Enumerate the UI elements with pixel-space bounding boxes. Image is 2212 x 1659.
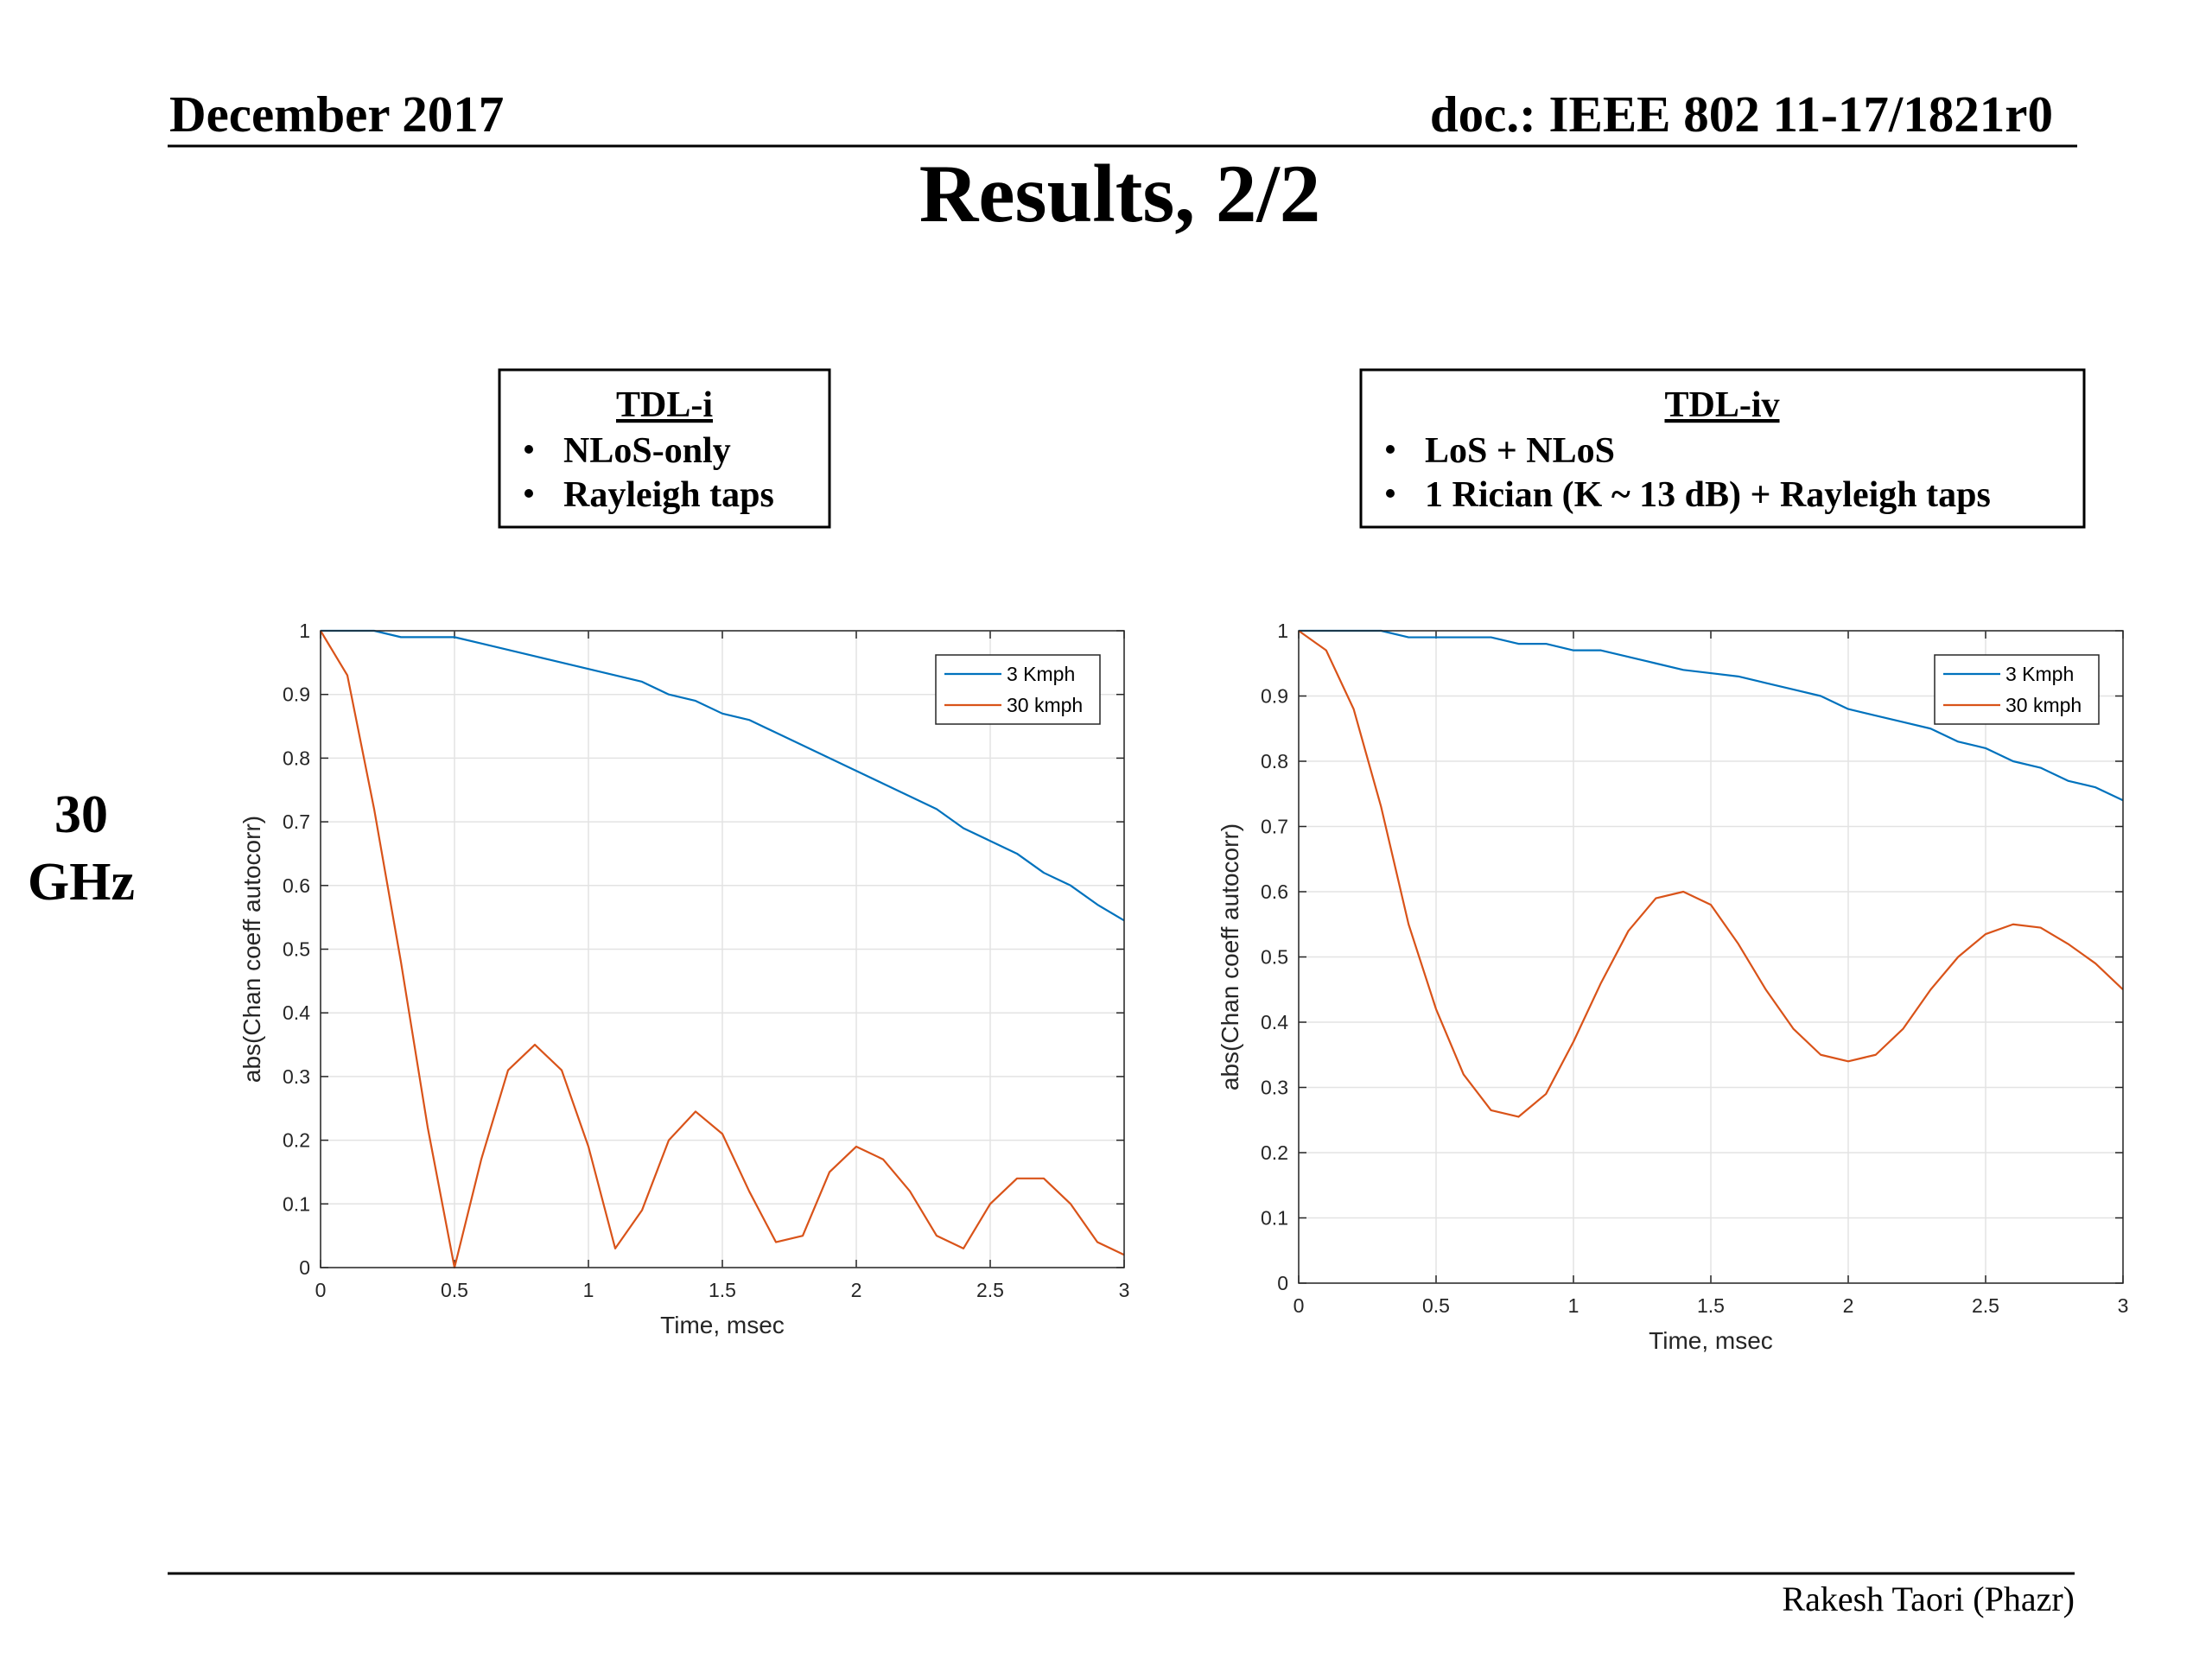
legend-box bbox=[935, 654, 1101, 725]
side-label: 30 bbox=[54, 785, 108, 844]
y-tick-label: 0.8 bbox=[1261, 750, 1288, 772]
x-tick-label: 3 bbox=[1119, 1279, 1130, 1301]
x-tick-label: 2.5 bbox=[1972, 1294, 1999, 1317]
x-tick-label: 2 bbox=[851, 1279, 862, 1301]
x-tick-label: 1 bbox=[583, 1279, 594, 1301]
y-tick-label: 0.9 bbox=[1261, 685, 1288, 708]
bullet bbox=[1386, 489, 1395, 498]
header-date: December 2017 bbox=[169, 86, 504, 143]
side-label: GHz bbox=[28, 853, 135, 912]
legend-label: 3 Kmph bbox=[2005, 663, 2074, 685]
y-tick-label: 0.3 bbox=[1261, 1077, 1288, 1099]
y-tick-label: 0.7 bbox=[1261, 816, 1288, 838]
box-bullet: NLoS-only bbox=[563, 431, 731, 471]
box-bullet: 1 Rician (K ~ 13 dB) + Rayleigh taps bbox=[1425, 475, 1991, 515]
y-axis-label: abs(Chan coeff autocorr) bbox=[1217, 823, 1243, 1090]
legend-label: 30 kmph bbox=[2005, 694, 2082, 716]
slide-title: Results, 2/2 bbox=[919, 148, 1320, 239]
x-tick-label: 1.5 bbox=[1697, 1294, 1725, 1317]
plot-frame bbox=[1298, 630, 2124, 1284]
data-line bbox=[321, 629, 1125, 922]
bullet bbox=[1386, 445, 1395, 454]
bullet bbox=[524, 445, 533, 454]
y-tick-label: 0.5 bbox=[1261, 946, 1288, 969]
y-axis-label: abs(Chan coeff autocorr) bbox=[238, 816, 265, 1083]
x-tick-label: 1.5 bbox=[709, 1279, 736, 1301]
box-bullet: LoS + NLoS bbox=[1425, 431, 1615, 471]
legend-label: 3 Kmph bbox=[1007, 663, 1075, 685]
y-tick-label: 0.6 bbox=[1261, 880, 1288, 903]
legend-label: 30 kmph bbox=[1007, 694, 1083, 716]
box-bullet: Rayleigh taps bbox=[563, 475, 774, 515]
y-tick-label: 0.6 bbox=[283, 874, 310, 897]
x-tick-label: 0 bbox=[1294, 1294, 1305, 1317]
box-title: TDL-iv bbox=[1664, 385, 1779, 425]
y-tick-label: 0.4 bbox=[1261, 1011, 1288, 1033]
bullet bbox=[524, 489, 533, 498]
y-tick-label: 0.8 bbox=[283, 747, 310, 769]
y-tick-label: 0.9 bbox=[283, 683, 310, 706]
box-title: TDL-i bbox=[616, 385, 713, 425]
box bbox=[498, 368, 831, 529]
x-tick-label: 0.5 bbox=[1422, 1294, 1450, 1317]
header-doc: doc.: IEEE 802 11-17/1821r0 bbox=[1430, 86, 2053, 143]
x-tick-label: 2.5 bbox=[976, 1279, 1004, 1301]
y-tick-label: 1 bbox=[299, 620, 310, 642]
y-tick-label: 1 bbox=[1277, 620, 1288, 642]
footer-text: Rakesh Taori (Phazr) bbox=[1782, 1580, 2075, 1618]
x-tick-label: 0.5 bbox=[441, 1279, 468, 1301]
y-tick-label: 0 bbox=[1277, 1272, 1288, 1294]
y-tick-label: 0.4 bbox=[283, 1001, 310, 1024]
y-tick-label: 0.2 bbox=[1261, 1141, 1288, 1164]
y-tick-label: 0.1 bbox=[1261, 1207, 1288, 1230]
x-tick-label: 3 bbox=[2118, 1294, 2129, 1317]
y-tick-label: 0.7 bbox=[283, 810, 310, 833]
x-tick-label: 2 bbox=[1843, 1294, 1854, 1317]
x-axis-label: Time, msec bbox=[660, 1312, 785, 1338]
plot-frame bbox=[320, 630, 1125, 1268]
x-axis-label: Time, msec bbox=[1649, 1327, 1773, 1354]
x-tick-label: 1 bbox=[1568, 1294, 1580, 1317]
y-tick-label: 0 bbox=[299, 1256, 310, 1279]
data-line bbox=[1298, 630, 2124, 1118]
y-tick-label: 0.1 bbox=[283, 1192, 310, 1215]
legend-box bbox=[1934, 654, 2100, 725]
box bbox=[1359, 368, 2086, 529]
y-tick-label: 0.5 bbox=[283, 938, 310, 961]
y-tick-label: 0.3 bbox=[283, 1065, 310, 1088]
y-tick-label: 0.2 bbox=[283, 1129, 310, 1152]
x-tick-label: 0 bbox=[315, 1279, 327, 1301]
data-line bbox=[1299, 629, 2124, 802]
